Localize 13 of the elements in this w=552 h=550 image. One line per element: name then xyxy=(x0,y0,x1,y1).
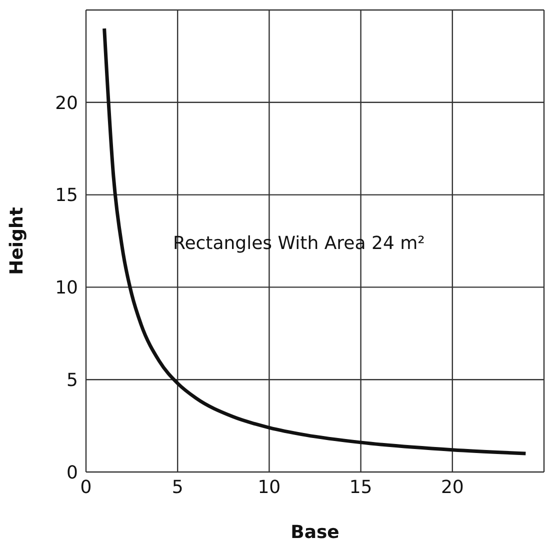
x-tick-label: 15 xyxy=(349,476,372,498)
y-tick-label: 10 xyxy=(55,278,78,299)
y-tick-label: 0 xyxy=(66,462,78,484)
y-tick-label: 5 xyxy=(66,370,78,391)
x-tick-label: 0 xyxy=(80,476,92,498)
x-tick-label: 20 xyxy=(440,476,464,498)
y-axis-title: Height xyxy=(6,206,28,275)
x-tick-label: 10 xyxy=(258,476,281,498)
x-tick-label: 5 xyxy=(172,476,184,498)
line-series xyxy=(102,26,528,456)
x-axis-title: Base xyxy=(290,522,340,543)
y-tick-label: 15 xyxy=(55,185,78,206)
y-tick-label: 20 xyxy=(55,92,78,114)
